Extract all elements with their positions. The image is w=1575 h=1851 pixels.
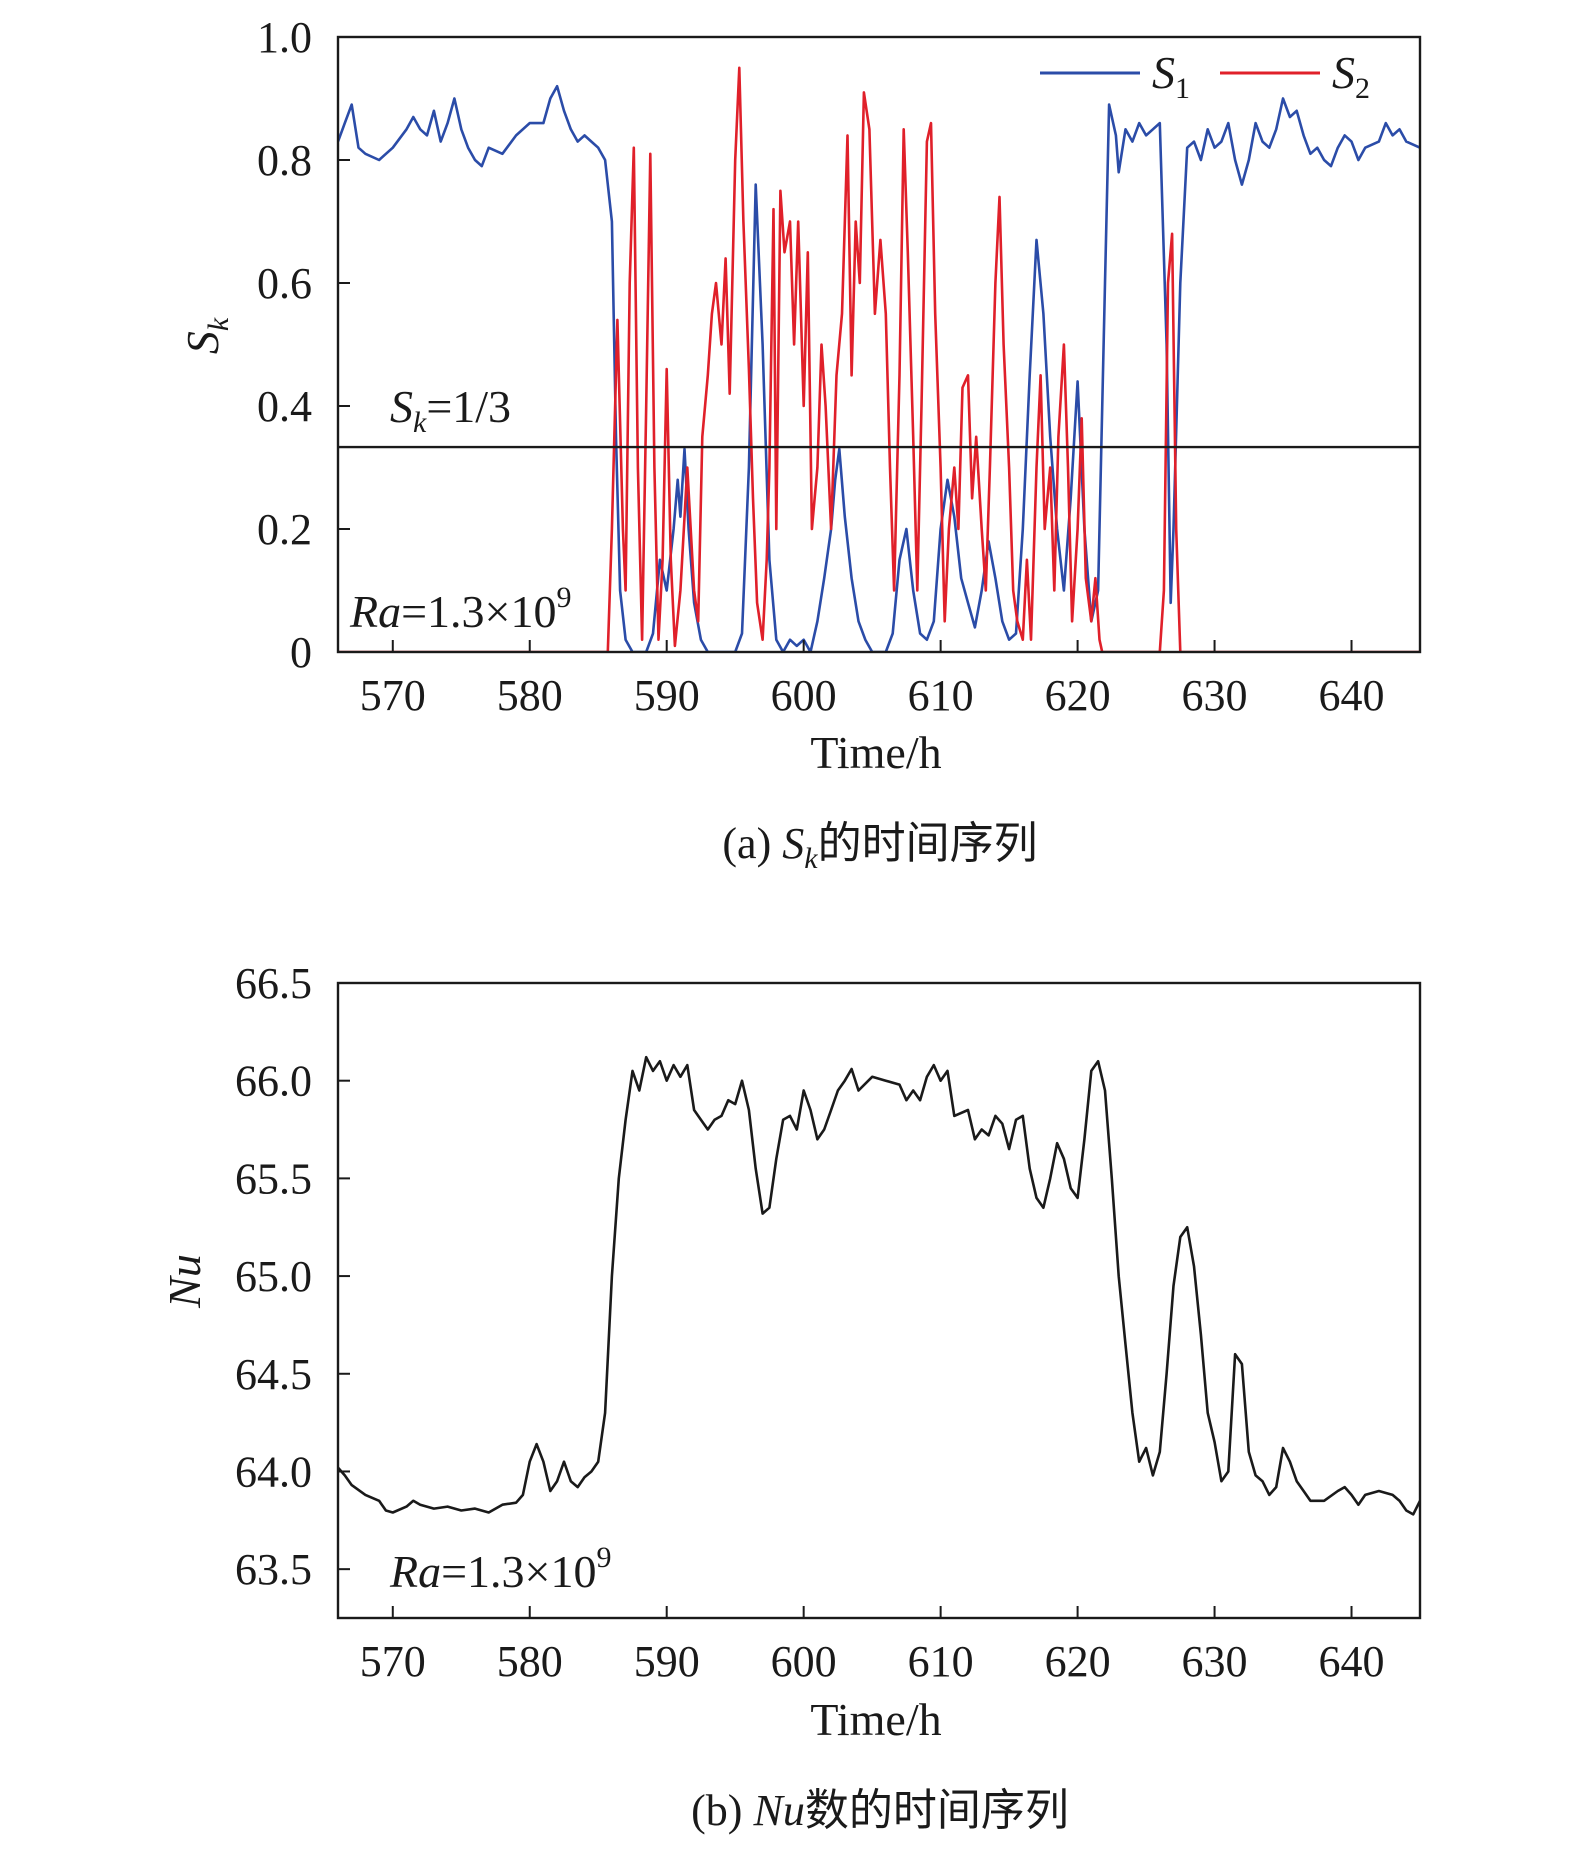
x-axis-label: Time/h (810, 727, 941, 778)
x-tick-label: 590 (634, 1637, 700, 1686)
y-axis-label: Nu (159, 1254, 210, 1309)
y-tick-label: 0.8 (257, 136, 312, 185)
y-axis-label: Sk (177, 317, 235, 354)
x-tick-label: 590 (634, 671, 700, 720)
plot-frame (336, 981, 1422, 1620)
x-axis-label: Time/h (810, 1694, 941, 1745)
y-tick-label: 1.0 (257, 13, 312, 62)
y-tick-label: 0.2 (257, 505, 312, 554)
y-tick-label: 65.0 (235, 1252, 312, 1301)
y-tick-label: 64.5 (235, 1350, 312, 1399)
ra-annotation: Ra=1.3×109 (389, 1541, 612, 1597)
plot-frame (336, 35, 1422, 654)
y-tick-label: 66.0 (235, 1057, 312, 1106)
series-line-2 (338, 66, 1420, 652)
y-tick-label: 65.5 (235, 1154, 312, 1203)
y-tick-label: 66.5 (235, 959, 312, 1008)
x-tick-label: 600 (771, 1637, 837, 1686)
threshold-label: Sk=1/3 (390, 381, 511, 439)
x-tick-label: 640 (1319, 1637, 1385, 1686)
x-tick-label: 620 (1045, 1637, 1111, 1686)
legend-label-2: S2 (1332, 47, 1370, 105)
x-tick-label: 580 (497, 1637, 563, 1686)
caption-a: (a) Sk的时间序列 (722, 819, 1037, 875)
legend: S1 S2 (1040, 47, 1370, 105)
x-tick-label: 620 (1045, 671, 1111, 720)
series-line-1 (338, 84, 1420, 652)
chart-panel-sk: 570 580 590 600 610 620 630 640 0 0.2 0.4 0.6 0.8 1.0… (177, 13, 1422, 875)
legend-label-1: S1 (1152, 47, 1190, 105)
y-tick-label: 0 (290, 628, 312, 677)
x-tick-label: 570 (360, 1637, 426, 1686)
x-tick-label: 580 (497, 671, 563, 720)
caption-b: (b) Nu数的时间序列 (691, 1786, 1069, 1835)
x-tick-label: 640 (1319, 671, 1385, 720)
x-tick-label: 570 (360, 671, 426, 720)
y-tick-label: 0.6 (257, 259, 312, 308)
chart-panel-nu: 570 580 590 600 610 620 630 640 63.5 64.0 64.5 65.0… (159, 959, 1422, 1835)
series-line-1 (338, 1055, 1420, 1516)
x-tick-label: 600 (771, 671, 837, 720)
y-tick-label: 64.0 (235, 1447, 312, 1496)
x-tick-label: 630 (1182, 1637, 1248, 1686)
x-tick-label: 630 (1182, 671, 1248, 720)
y-tick-label: 63.5 (235, 1545, 312, 1594)
x-tick-label: 610 (908, 1637, 974, 1686)
x-tick-label: 610 (908, 671, 974, 720)
ra-annotation: Ra=1.3×109 (349, 581, 572, 637)
y-tick-label: 0.4 (257, 382, 312, 431)
